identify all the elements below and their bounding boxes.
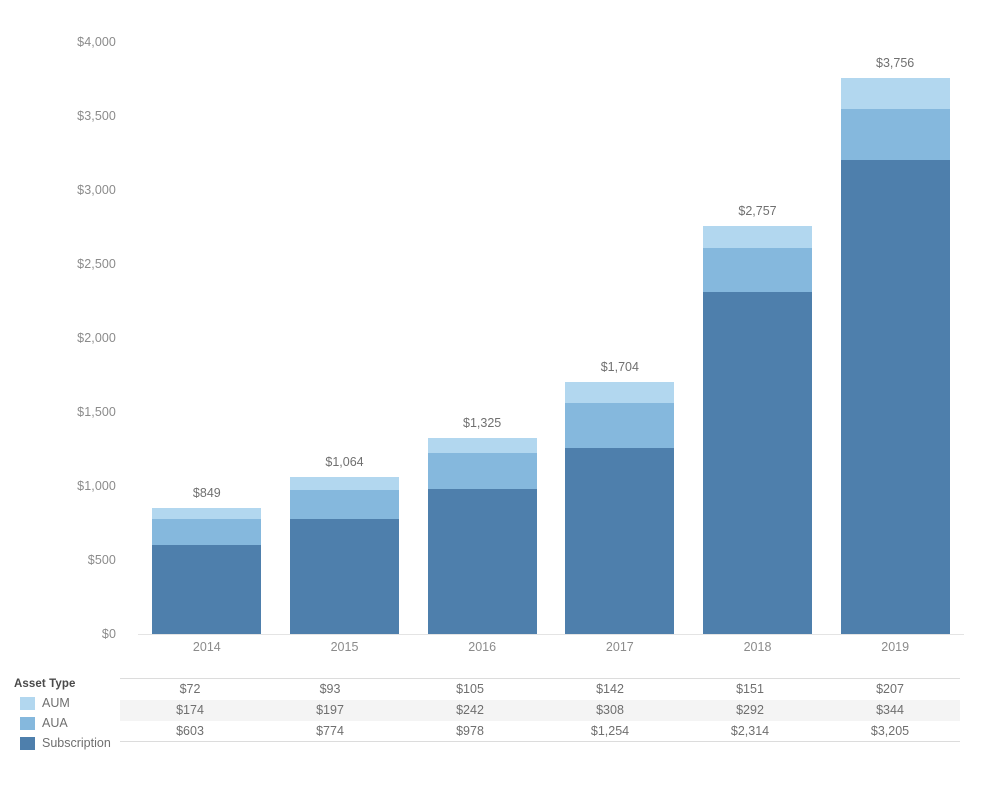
- x-axis-tick-label: 2016: [468, 640, 497, 654]
- legend-item-aua[interactable]: AUA: [14, 713, 124, 733]
- bar-total-label: $849: [192, 486, 221, 501]
- stacked-bar[interactable]: [152, 508, 262, 634]
- y-axis-tick-label: $500: [87, 553, 116, 567]
- x-axis-tick-label: 2019: [881, 640, 910, 654]
- legend-item-label: AUA: [42, 716, 68, 730]
- stacked-bar[interactable]: [840, 78, 950, 634]
- y-axis-tick-label: $1,500: [77, 405, 116, 419]
- table-cell: $174: [120, 699, 260, 721]
- y-axis: $4,000 $3,500 $3,000 $2,500 $2,000 $1,500 $1,0…: [0, 0, 138, 668]
- bar-total-label: $3,756: [876, 56, 915, 71]
- stacked-bar[interactable]: [427, 437, 537, 634]
- table-cell: $2,314: [680, 720, 820, 742]
- stacked-bar[interactable]: [290, 476, 399, 634]
- bar-segment-aum[interactable]: [427, 437, 537, 454]
- bar-group[interactable]: [703, 225, 812, 634]
- table-cell: $207: [820, 678, 960, 700]
- table-cell: $105: [400, 678, 540, 700]
- legend-item-aum[interactable]: AUM: [14, 693, 124, 713]
- table-row: $72 $93 $105 $142 $151 $207: [120, 678, 960, 700]
- bar-segment-subscription[interactable]: [290, 519, 399, 634]
- bar-segment-aua[interactable]: [427, 453, 537, 490]
- bar-segment-subscription[interactable]: [565, 448, 675, 634]
- bar-group[interactable]: [565, 381, 675, 634]
- table-cell: $93: [260, 678, 400, 700]
- y-axis-tick-label: $3,000: [77, 183, 116, 197]
- y-axis-tick-label: $3,500: [77, 109, 116, 123]
- bar-total-label: $1,325: [463, 415, 502, 430]
- bar-segment-subscription[interactable]: [840, 159, 950, 634]
- bar-segment-aua[interactable]: [703, 248, 812, 292]
- table-cell: $308: [540, 699, 680, 721]
- bar-segment-subscription[interactable]: [703, 291, 812, 634]
- bar-group[interactable]: [840, 78, 950, 634]
- bar-segment-aua[interactable]: [152, 519, 262, 545]
- bar-segment-aum[interactable]: [565, 381, 675, 403]
- y-axis-tick-label: $0: [101, 627, 116, 641]
- table-row: $603 $774 $978 $1,254 $2,314 $3,205: [120, 720, 960, 742]
- bar-group[interactable]: [427, 437, 537, 634]
- bar-segment-aum[interactable]: [152, 508, 262, 520]
- y-axis-tick-label: $4,000: [77, 35, 116, 49]
- data-table: $72 $93 $105 $142 $151 $207 $174 $197 $242 $308 $2…: [120, 678, 960, 742]
- y-axis-tick-label: $1,000: [77, 479, 116, 493]
- table-row: $174 $197 $242 $308 $292 $344: [120, 699, 960, 721]
- bar-segment-aum[interactable]: [840, 78, 950, 109]
- y-axis-tick-label: $2,500: [77, 257, 116, 271]
- stacked-bar[interactable]: [703, 225, 812, 634]
- bar-segment-aua[interactable]: [290, 490, 399, 520]
- x-axis-tick-label: 2017: [605, 640, 634, 654]
- x-axis-tick-label: 2015: [330, 640, 359, 654]
- bar-total-label: $1,064: [325, 454, 364, 469]
- table-cell: $1,254: [540, 720, 680, 742]
- bar-total-label: $2,757: [738, 203, 777, 218]
- table-cell: $603: [120, 720, 260, 742]
- table-cell: $344: [820, 699, 960, 721]
- bar-segment-subscription[interactable]: [152, 544, 262, 634]
- table-cell: $774: [260, 720, 400, 742]
- bar-total-label: $1,704: [600, 359, 639, 374]
- table-cell: $292: [680, 699, 820, 721]
- bar-group[interactable]: [152, 508, 262, 634]
- chart-area: $4,000 $3,500 $3,000 $2,500 $2,000 $1,500 $1,0…: [0, 0, 964, 668]
- legend: Asset Type AUM AUA Subscription: [14, 678, 124, 753]
- x-axis-baseline: [138, 634, 964, 635]
- plot-canvas: $849 $1,064 $1,325 $1,704 $2,757 $3,756: [138, 0, 964, 634]
- legend-swatch-icon: [20, 696, 35, 710]
- x-axis-tick-label: 2014: [192, 640, 221, 654]
- table-cell: $151: [680, 678, 820, 700]
- y-axis-tick-label: $2,000: [77, 331, 116, 345]
- table-cell: $142: [540, 678, 680, 700]
- table-cell: $3,205: [820, 720, 960, 742]
- legend-swatch-icon: [20, 716, 35, 730]
- bar-group[interactable]: [290, 476, 399, 634]
- legend-items: AUM AUA Subscription: [14, 693, 124, 753]
- legend-title: Asset Type: [14, 678, 76, 690]
- bar-segment-subscription[interactable]: [427, 489, 537, 634]
- legend-item-label: AUM: [42, 696, 70, 710]
- table-cell: $197: [260, 699, 400, 721]
- legend-item-label: Subscription: [42, 736, 111, 750]
- legend-swatch-icon: [20, 736, 35, 750]
- x-axis-tick-label: 2018: [743, 640, 772, 654]
- bar-segment-aum[interactable]: [290, 476, 399, 491]
- bar-segment-aua[interactable]: [840, 108, 950, 160]
- table-cell: $72: [120, 678, 260, 700]
- stacked-bar[interactable]: [565, 381, 675, 634]
- table-cell: $242: [400, 699, 540, 721]
- table-cell: $978: [400, 720, 540, 742]
- bar-segment-aum[interactable]: [703, 225, 812, 249]
- bar-segment-aua[interactable]: [565, 402, 675, 449]
- legend-item-subscription[interactable]: Subscription: [14, 733, 124, 753]
